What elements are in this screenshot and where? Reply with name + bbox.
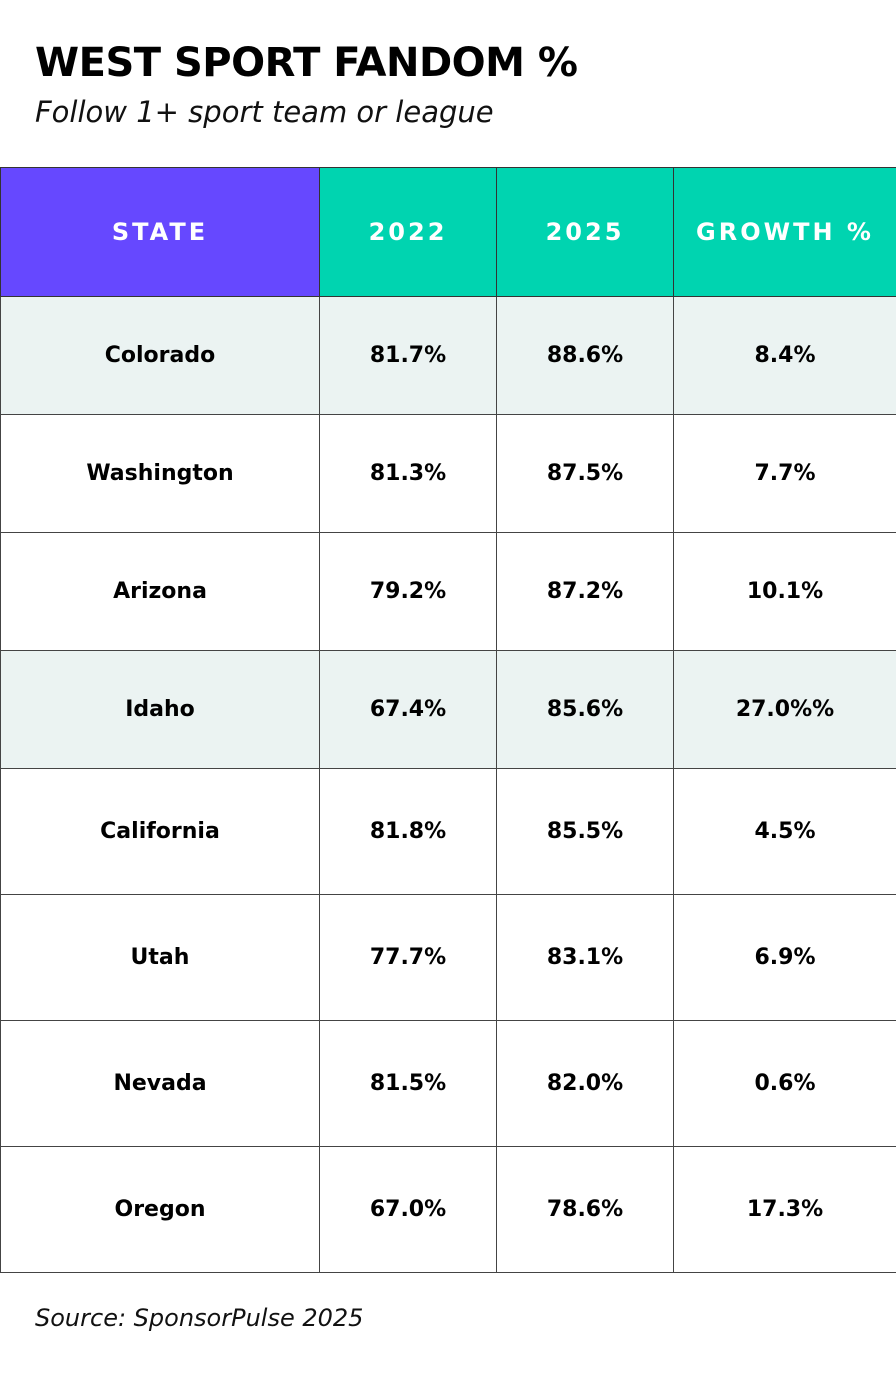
table-cell: Washington (0, 414, 320, 533)
column-header: 2022 (319, 167, 497, 297)
table-cell: 87.2% (496, 532, 674, 651)
table-cell: 85.5% (496, 768, 674, 895)
table-row: Nevada 81.5% 82.0% 0.6% (0, 1020, 896, 1147)
title: WEST SPORT FANDOM % (35, 40, 578, 86)
table-cell: 0.6% (673, 1020, 896, 1147)
table-cell: 81.8% (319, 768, 497, 895)
table-cell: 17.3% (673, 1146, 896, 1273)
table-row: Colorado 81.7% 88.6% 8.4% (0, 296, 896, 415)
table-cell: 82.0% (496, 1020, 674, 1147)
table-cell: Nevada (0, 1020, 320, 1147)
table-cell: 7.7% (673, 414, 896, 533)
table-cell: 77.7% (319, 894, 497, 1021)
table-cell: 8.4% (673, 296, 896, 415)
column-header: GROWTH % (673, 167, 896, 297)
table-cell: 10.1% (673, 532, 896, 651)
subtitle: Follow 1+ sport team or league (35, 95, 494, 129)
table-cell: 6.9% (673, 894, 896, 1021)
table-cell: Colorado (0, 296, 320, 415)
table-cell: 83.1% (496, 894, 674, 1021)
table-row: Washington 81.3% 87.5% 7.7% (0, 414, 896, 533)
table-cell: 4.5% (673, 768, 896, 895)
data-table: STATE 2022 2025 GROWTH % Colorado 81.7% 88.6%… (0, 167, 896, 1273)
table-cell: 67.0% (319, 1146, 497, 1273)
table-cell: 81.7% (319, 296, 497, 415)
table-row: Idaho 67.4% 85.6% 27.0%% (0, 650, 896, 769)
table-row: Oregon 67.0% 78.6% 17.3% (0, 1146, 896, 1273)
table-cell: 85.6% (496, 650, 674, 769)
table-cell: 87.5% (496, 414, 674, 533)
table-cell: California (0, 768, 320, 895)
table-row: Utah 77.7% 83.1% 6.9% (0, 894, 896, 1021)
table-cell: 81.3% (319, 414, 497, 533)
table-cell: 27.0%% (673, 650, 896, 769)
header-row: STATE 2022 2025 GROWTH % (0, 167, 896, 297)
table-cell: 67.4% (319, 650, 497, 769)
table-cell: 79.2% (319, 532, 497, 651)
table-row: Arizona 79.2% 87.2% 10.1% (0, 532, 896, 651)
table-cell: 81.5% (319, 1020, 497, 1147)
column-header: 2025 (496, 167, 674, 297)
source: Source: SponsorPulse 2025 (35, 1304, 364, 1332)
table-cell: Idaho (0, 650, 320, 769)
table-cell: Utah (0, 894, 320, 1021)
table-body: Colorado 81.7% 88.6% 8.4% Washington 81.3% 87.… (0, 296, 896, 1273)
table-row: California 81.8% 85.5% 4.5% (0, 768, 896, 895)
column-header: STATE (0, 167, 320, 297)
table-cell: 78.6% (496, 1146, 674, 1273)
table-cell: 88.6% (496, 296, 674, 415)
table-cell: Arizona (0, 532, 320, 651)
table-cell: Oregon (0, 1146, 320, 1273)
